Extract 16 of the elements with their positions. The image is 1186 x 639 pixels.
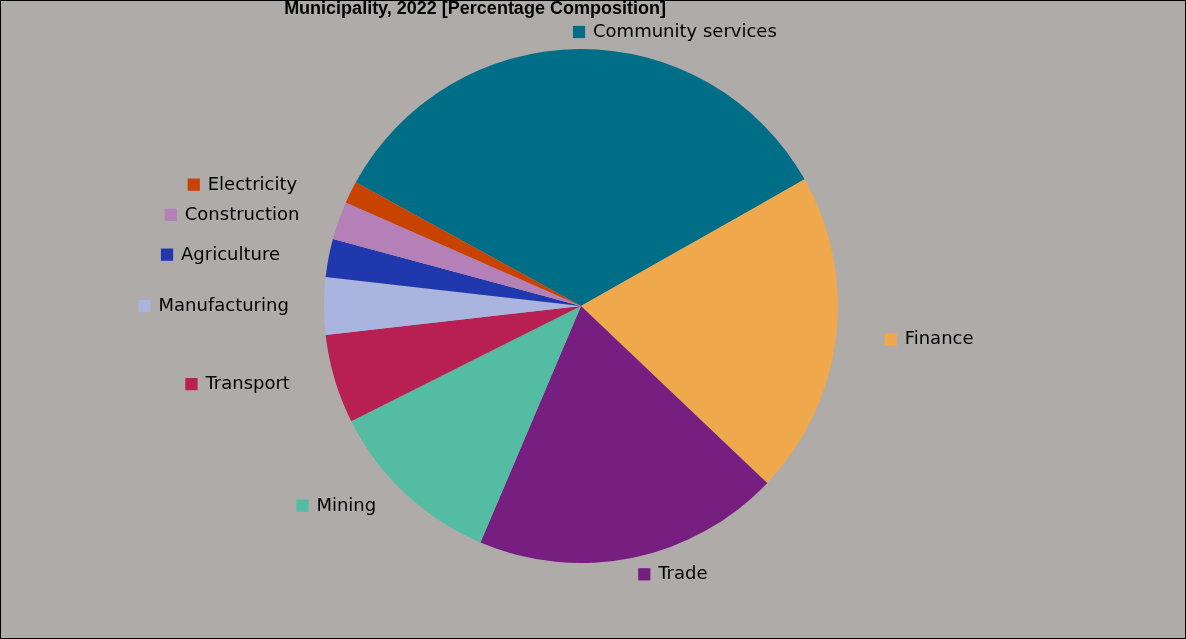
legend-label: Manufacturing [158,294,289,315]
pie-slice [355,49,805,306]
pie-slice [325,238,581,306]
pie-slice [325,306,581,422]
legend-label: Agriculture [181,242,281,264]
chart-title: Municipality, 2022 [Percentage Composition] [284,0,666,18]
pie-slice [332,202,581,306]
pie-slice [581,179,838,484]
legend-label: Mining [316,493,377,515]
legend-label: Construction [184,202,300,224]
legend-label: Electricity [207,172,298,194]
legend-label: Trade [657,562,708,584]
legend-label: Transport [204,372,290,394]
legend-label: Community services [593,20,777,42]
legend-label: Finance [904,327,974,349]
pie-slice [480,306,768,563]
